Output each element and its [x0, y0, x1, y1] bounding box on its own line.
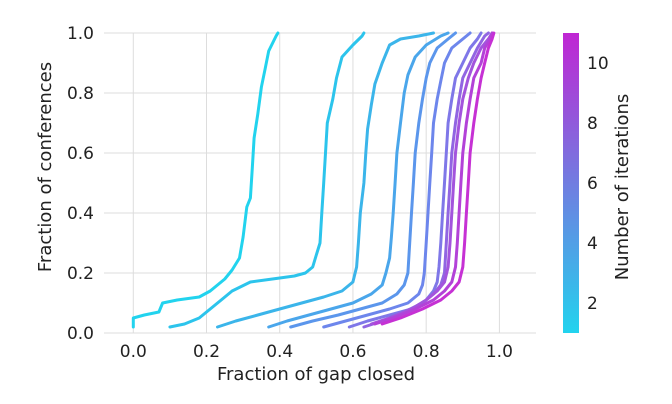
colorbar-tick-label: 8	[587, 114, 598, 134]
series-line-iter-5	[289, 31, 457, 329]
y-axis-label: Fraction of conferences	[35, 62, 56, 272]
series-line-iter-4	[267, 31, 450, 329]
grid	[104, 32, 536, 334]
x-tick-label: 1.0	[486, 342, 513, 362]
colorbar-tick-label: 4	[587, 234, 598, 254]
series-line-iter-1	[131, 31, 280, 329]
colorbar-ticks: 2 4 6 8 10	[587, 54, 609, 314]
colorbar-tick-label: 10	[587, 54, 609, 74]
x-tick-label: 0.4	[266, 342, 293, 362]
colorbar-tick-label: 2	[587, 294, 598, 314]
series-line-iter-11	[380, 31, 496, 326]
series-line-iter-9	[369, 31, 494, 326]
y-tick-label: 0.4	[67, 204, 94, 224]
series-group	[131, 31, 496, 329]
x-tick-label: 0.0	[120, 342, 147, 362]
x-tick-label: 0.2	[193, 342, 220, 362]
y-axis-ticks: 0.0 0.2 0.4 0.6 0.8 1.0	[67, 24, 94, 344]
y-tick-label: 0.0	[67, 324, 94, 344]
y-tick-label: 0.2	[67, 264, 94, 284]
colorbar-tick-label: 6	[587, 174, 598, 194]
x-axis-ticks: 0.0 0.2 0.4 0.6 0.8 1.0	[120, 342, 513, 362]
y-tick-label: 0.6	[67, 144, 94, 164]
series-line-iter-3	[216, 31, 435, 329]
colorbar: 2 4 6 8 10 Number of iterations	[563, 33, 633, 333]
colorbar-gradient	[563, 33, 579, 333]
x-tick-label: 0.8	[413, 342, 440, 362]
series-line-iter-2	[168, 31, 366, 329]
series-line-iter-10	[373, 31, 494, 326]
y-tick-label: 1.0	[67, 24, 94, 44]
series-line-iter-6	[322, 31, 472, 329]
x-tick-label: 0.6	[339, 342, 366, 362]
colorbar-label: Number of iterations	[612, 94, 633, 281]
y-tick-label: 0.8	[67, 84, 94, 104]
x-axis-label: Fraction of gap closed	[217, 364, 415, 385]
